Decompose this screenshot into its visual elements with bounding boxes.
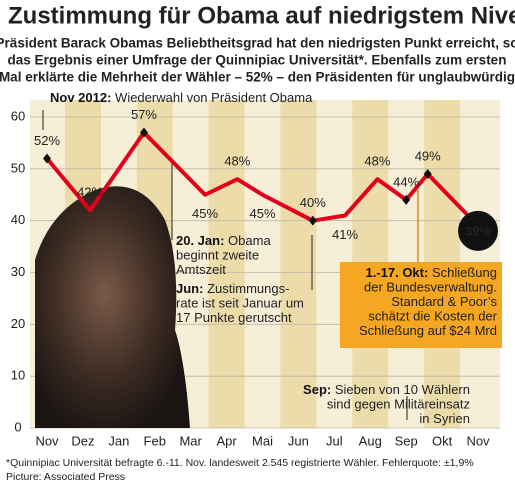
annotation-text: Standard & Poor’s <box>391 294 497 309</box>
annotation-text: Obama <box>228 233 271 248</box>
data-label: 40% <box>300 195 326 210</box>
annotation: sind gegen Militäreinsatz <box>327 397 470 412</box>
y-tick-label: 10 <box>11 368 25 383</box>
annotation-text: in Syrien <box>419 411 470 426</box>
annotation: Sep: Sieben von 10 Wählern <box>303 382 470 397</box>
footnote: Picture: Associated Press <box>6 471 125 483</box>
subtitle: Mal erklärte die Mehrheit der Wähler – 5… <box>0 70 515 85</box>
annotation: rate ist seit Januar um <box>176 296 304 311</box>
annotation-head: Nov 2012: <box>50 90 111 105</box>
y-tick-label: 60 <box>11 108 25 123</box>
annotation-head: 20. Jan: <box>176 233 224 248</box>
photo <box>35 186 190 428</box>
data-label: 42% <box>77 185 103 200</box>
annotation: Schließung auf $24 Mrd <box>359 323 497 338</box>
annotation: 17 Punkte gerutscht <box>176 310 292 325</box>
annotation: 1.-17. Okt: Schließung <box>365 265 497 280</box>
annotation-text: Schließung <box>432 265 497 280</box>
data-label: 48% <box>224 154 250 169</box>
x-tick-label: Nov <box>466 433 490 448</box>
x-tick-label: Apr <box>216 433 237 448</box>
x-tick-label: Feb <box>144 433 166 448</box>
stripe <box>280 100 317 428</box>
annotation-text: Amtszeit <box>176 262 226 277</box>
chart-title: Zustimmung für Obama auf niedrigstem Niv… <box>8 2 515 29</box>
annotation: Amtszeit <box>176 262 226 277</box>
marker <box>139 127 148 138</box>
y-tick-label: 30 <box>11 264 25 279</box>
marker <box>308 215 317 226</box>
x-tick-label: Jan <box>108 433 129 448</box>
line <box>45 130 480 228</box>
marker <box>423 169 432 180</box>
subtitle: Präsident Barack Obamas Beliebtheitsgrad… <box>0 36 515 51</box>
stripe <box>208 100 245 428</box>
x-tick-label: Sep <box>395 433 418 448</box>
annotation-text: der Bundesverwaltung. <box>364 280 497 295</box>
annotation-head: Jun: <box>176 281 203 296</box>
x-tick-label: Jul <box>326 433 343 448</box>
annotation: Jun: Zustimmungs- <box>176 281 289 296</box>
annotation: Nov 2012: Wiederwahl von Präsident Obama <box>50 90 313 105</box>
y-tick-label: 40 <box>11 212 25 227</box>
annotation-text: sind gegen Militäreinsatz <box>327 397 470 412</box>
annotation: beginnt zweite <box>176 248 259 263</box>
annotation-text: beginnt zweite <box>176 248 259 263</box>
marker <box>43 153 51 164</box>
annotation-text: Schließung auf $24 Mrd <box>359 323 497 338</box>
x-tick-label: Okt <box>432 433 453 448</box>
annotation: Standard & Poor’s <box>391 294 497 309</box>
data-label: 39% <box>465 223 491 238</box>
annotation-text: schätzt die Kosten der <box>368 309 497 324</box>
annotation-head: 1.-17. Okt: <box>365 265 428 280</box>
annotation-text: Zustimmungs- <box>207 281 289 296</box>
data-label: 57% <box>131 107 157 122</box>
x-tick-label: Mai <box>252 433 273 448</box>
marker <box>402 194 411 205</box>
data-label: 48% <box>364 154 390 169</box>
annotation-text: Sieben von 10 Wählern <box>335 382 470 397</box>
annotation-text: 17 Punkte gerutscht <box>176 310 292 325</box>
footnote: *Quinnipiac Universität befragte 6.-11. … <box>6 457 474 469</box>
annotation: in Syrien <box>419 411 470 426</box>
marker <box>458 210 498 251</box>
data-label: 52% <box>34 133 60 148</box>
x-tick-label: Nov <box>35 433 59 448</box>
annotation: der Bundesverwaltung. <box>364 280 497 295</box>
x-tick-label: Mar <box>179 433 202 448</box>
y-tick-label: 20 <box>11 316 25 331</box>
data-label: 45% <box>249 206 275 221</box>
x-tick-label: Aug <box>359 433 382 448</box>
annotation: schätzt die Kosten der <box>368 309 497 324</box>
annotation-head: Sep: <box>303 382 331 397</box>
annotation-text: Wiederwahl von Präsident Obama <box>115 90 313 105</box>
data-label: 41% <box>332 227 358 242</box>
data-label: 49% <box>415 148 441 163</box>
subtitle: das Ergebnis einer Umfrage der Quinnipia… <box>8 53 507 68</box>
x-tick-label: Jun <box>288 433 309 448</box>
annotation-text: rate ist seit Januar um <box>176 296 304 311</box>
x-tick-label: Dez <box>71 433 94 448</box>
annotation-box <box>340 262 502 348</box>
y-tick-label: 0 <box>14 419 21 434</box>
data-label: 44% <box>393 174 419 189</box>
data-label: 45% <box>192 206 218 221</box>
y-tick-label: 50 <box>11 160 25 175</box>
annotation: 20. Jan: Obama <box>176 233 271 248</box>
